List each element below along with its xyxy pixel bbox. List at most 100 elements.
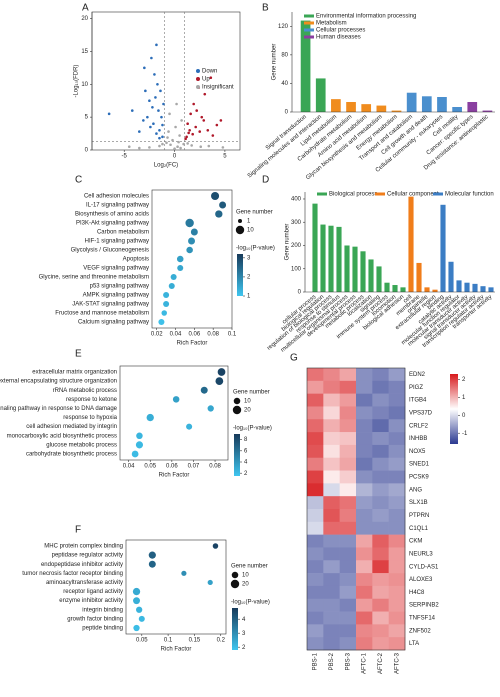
bubble — [168, 282, 175, 290]
heatmap-cell — [388, 637, 406, 651]
colorbar — [237, 254, 243, 296]
row-label: ITGB4 — [409, 398, 427, 404]
bubble — [133, 597, 141, 605]
point — [154, 96, 157, 99]
point — [190, 144, 193, 147]
point — [202, 119, 206, 122]
heatmap-cell — [339, 598, 357, 612]
legend-swatch — [317, 192, 327, 196]
colorbar — [232, 608, 238, 650]
term-label: Fructose and mannose metabolism — [55, 311, 149, 317]
legend-swatch — [196, 77, 200, 81]
heatmap-cell — [339, 432, 357, 446]
bubble — [181, 570, 187, 576]
term-label: intrinsic apoptotic signaling pathway in… — [0, 406, 118, 412]
point — [199, 145, 203, 149]
legend-title: Gene number — [231, 564, 268, 570]
heatmap-cell — [323, 444, 340, 459]
heatmap-cell — [339, 521, 357, 535]
x-tick-label: 0.05 — [136, 638, 148, 644]
y-tick-label: 0 — [85, 148, 89, 154]
row-label: CYLD-AS1 — [409, 564, 439, 570]
y-tick-label: 200 — [291, 243, 302, 249]
heatmap-cell — [323, 585, 340, 600]
heatmap-cell — [388, 573, 406, 587]
bubble — [215, 210, 223, 218]
size-legend-dot — [230, 579, 240, 589]
heatmap-cell — [372, 509, 389, 523]
heatmap-cell — [339, 483, 357, 497]
bar — [336, 226, 342, 292]
bubble — [190, 228, 198, 236]
point — [180, 119, 183, 122]
heatmap-cell — [307, 534, 324, 548]
bubble — [148, 560, 156, 568]
point — [211, 134, 215, 137]
bubble — [158, 318, 165, 326]
heatmap-cell — [356, 496, 373, 510]
point — [107, 112, 111, 116]
legend-swatch — [304, 28, 314, 32]
heatmap-cell — [372, 585, 389, 600]
point — [207, 144, 211, 148]
panel-letter: D — [262, 175, 269, 186]
heatmap-cell — [339, 573, 357, 587]
y-axis-label: Gene number — [272, 44, 278, 81]
term-label: JAK-STAT signaling pathway — [72, 302, 149, 308]
point — [138, 146, 141, 150]
heatmap-cell — [323, 483, 340, 497]
heatmap-cell — [388, 534, 406, 548]
heatmap-cell — [307, 598, 324, 612]
colorbar — [450, 374, 458, 444]
y-tick-label: 120 — [278, 24, 289, 30]
row-label: PTPRN — [409, 513, 429, 519]
heatmap-cell — [372, 560, 389, 574]
heatmap-cell — [388, 470, 406, 484]
bar — [376, 105, 387, 112]
heatmap-cell — [356, 419, 373, 433]
point — [192, 102, 195, 106]
heatmap-cell — [307, 380, 324, 394]
term-label: external encapsulating structure organiz… — [0, 379, 117, 385]
term-label: growth factor binding — [67, 616, 123, 622]
point — [189, 112, 192, 116]
panel-letter: G — [290, 353, 298, 364]
point — [155, 132, 158, 135]
y-tick-label: 300 — [291, 220, 302, 226]
point — [178, 134, 181, 137]
heatmap-cell — [339, 393, 357, 407]
bubble — [207, 405, 214, 412]
heatmap-cell — [339, 509, 357, 523]
term-label: Carbon metabolism — [97, 230, 149, 236]
term-label: HIF-1 signaling pathway — [85, 239, 149, 245]
row-label: PCSK9 — [409, 475, 429, 481]
point — [173, 147, 176, 150]
term-label: IL-17 signaling pathway — [86, 203, 149, 209]
size-legend-dot — [237, 218, 243, 224]
heatmap-cell — [339, 547, 357, 561]
heatmap-cell — [356, 560, 373, 574]
heatmap-cell — [372, 432, 389, 446]
heatmap-cell — [323, 419, 340, 433]
bar — [361, 104, 372, 112]
x-tick-label: 0.02 — [151, 332, 163, 338]
y-axis-label: -Log₁₀(FDR) — [74, 65, 80, 98]
x-axis-label: Rich Factor — [177, 341, 208, 347]
term-label: rRNA metabolic process — [53, 388, 117, 394]
point — [158, 136, 161, 140]
row-label: NEURL3 — [409, 551, 433, 557]
colorbar-label: 2 — [247, 274, 251, 280]
heatmap-cell — [307, 470, 324, 484]
plot-frame — [119, 365, 229, 461]
bubble — [161, 310, 167, 316]
point — [215, 123, 219, 127]
point — [138, 130, 141, 133]
point — [182, 142, 185, 146]
y-tick-label: 400 — [291, 197, 302, 203]
term-label: Biosynthesis of amino acids — [75, 212, 149, 218]
heatmap-cell — [388, 393, 406, 407]
bubble — [136, 432, 143, 440]
term-label: Apoptosis — [123, 257, 149, 263]
heatmap-cell — [323, 573, 340, 587]
x-axis-label: Rich Factor — [159, 473, 190, 479]
